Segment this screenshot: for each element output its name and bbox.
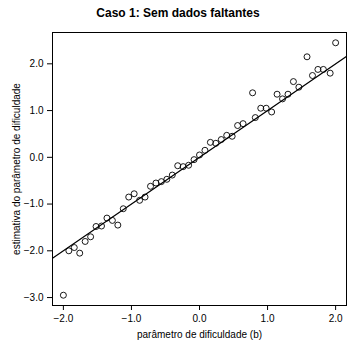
svg-text:0.0: 0.0	[193, 313, 207, 324]
svg-text:2.0: 2.0	[329, 313, 343, 324]
svg-text:−2.0: −2.0	[54, 313, 74, 324]
svg-text:parâmetro de dificuldade (b): parâmetro de dificuldade (b)	[137, 329, 262, 340]
svg-text:−1.0: −1.0	[122, 313, 142, 324]
svg-text:0.0: 0.0	[30, 152, 44, 163]
svg-text:−1.0: −1.0	[24, 198, 44, 209]
svg-text:−3.0: −3.0	[24, 292, 44, 303]
html-text:Caso 1: Sem dados faltantes: Caso 1: Sem dados faltantes	[96, 6, 260, 20]
svg-text:2.0: 2.0	[30, 58, 44, 69]
svg-text:−2.0: −2.0	[24, 245, 44, 256]
svg-text:1.0: 1.0	[30, 105, 44, 116]
svg-text:1.0: 1.0	[261, 313, 275, 324]
svg-text:estimativa do parâmetro de dif: estimativa do parâmetro de dificuldade	[11, 83, 22, 255]
